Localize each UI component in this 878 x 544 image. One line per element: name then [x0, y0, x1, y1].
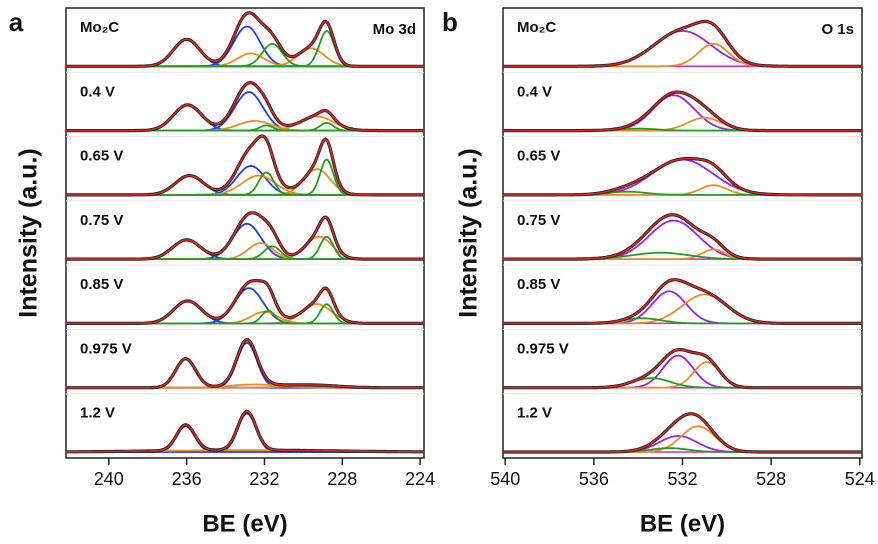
fit-envelope [503, 213, 862, 260]
spectrum-label: 0.975 V [517, 340, 569, 357]
x-tick-label: 228 [327, 469, 357, 489]
component-peak [66, 174, 424, 196]
raw-spectrum [503, 412, 862, 454]
fit-envelope [66, 279, 424, 325]
component-peak [66, 30, 424, 68]
component-peak [66, 357, 424, 389]
spectrum-label: 1.2 V [517, 405, 552, 422]
x-axis-label: BE (eV) [640, 510, 725, 537]
component-peak [503, 29, 862, 68]
component-peak [503, 361, 862, 389]
x-tick-label: 236 [172, 469, 202, 489]
spectrum-label: 0.4 V [80, 83, 115, 100]
component-peak [503, 116, 862, 132]
component-peak [66, 222, 424, 260]
panel-label: a [9, 7, 24, 37]
component-peak [66, 52, 424, 68]
spectrum-label: 0.975 V [80, 340, 132, 357]
fit-envelope [503, 348, 862, 389]
component-peak [66, 311, 424, 325]
component-peak [66, 25, 424, 68]
x-tick-label: 528 [756, 469, 786, 489]
component-peak [66, 174, 424, 196]
spectrum-label: 0.4 V [517, 83, 552, 100]
spectrum-label: 0.75 V [517, 212, 560, 229]
fit-envelope [66, 81, 424, 132]
spectrum-label: 1.2 V [80, 405, 115, 422]
fit-envelope [503, 20, 862, 68]
y-axis-label: Intensity (a.u.) [15, 148, 43, 317]
component-peak [503, 290, 862, 325]
region-label: O 1s [821, 21, 854, 38]
component-peak [66, 425, 424, 453]
component-peak [503, 42, 862, 68]
x-tick-label: 524 [845, 469, 875, 489]
plot-frame [502, 7, 863, 459]
fit-envelope [66, 338, 424, 389]
component-peak [66, 38, 424, 68]
spectrum-label: Mo₂C [80, 19, 119, 36]
fit-envelope [66, 11, 424, 68]
component-peak [66, 47, 424, 68]
raw-spectrum [66, 409, 424, 454]
fit-envelope [503, 91, 862, 132]
component-peak [66, 412, 424, 453]
component-peak [66, 239, 424, 260]
component-peak [66, 91, 424, 132]
component-peak [66, 309, 424, 325]
x-tick-label: 240 [94, 469, 124, 489]
component-peak [66, 235, 424, 260]
spectrum-label: 0.65 V [80, 148, 123, 165]
fit-envelope [66, 410, 424, 453]
x-tick-label: 540 [490, 469, 520, 489]
component-peak [66, 115, 424, 132]
spectrum-label: Mo₂C [517, 19, 556, 36]
spectrum-label: 0.75 V [80, 212, 123, 229]
fit-envelope [503, 412, 862, 453]
spectrum-label: 0.65 V [517, 148, 560, 165]
raw-spectrum [66, 11, 424, 68]
component-peak [66, 235, 424, 260]
x-tick-label: 232 [249, 469, 279, 489]
fit-envelope [503, 278, 862, 325]
fit-envelope [66, 135, 424, 196]
component-peak [66, 303, 424, 325]
plot-frame [65, 7, 425, 459]
spectrum-label: 0.85 V [80, 276, 123, 293]
component-peak [66, 303, 424, 325]
x-axis-label: BE (eV) [202, 510, 287, 537]
component-peak [66, 104, 424, 132]
fit-envelope [503, 157, 862, 196]
spectrum-label: 0.85 V [517, 276, 560, 293]
component-peak [66, 287, 424, 325]
x-tick-label: 536 [579, 469, 609, 489]
component-peak [66, 171, 424, 196]
fit-envelope [66, 211, 424, 260]
component-peak [66, 158, 424, 196]
region-label: Mo 3d [373, 21, 416, 38]
raw-spectrum [66, 134, 424, 197]
component-peak [66, 242, 424, 260]
x-tick-label: 224 [405, 469, 435, 489]
y-axis-label: Intensity (a.u.) [455, 148, 483, 317]
component-peak [503, 158, 862, 196]
panel-label: b [442, 7, 458, 37]
x-tick-label: 532 [667, 469, 697, 489]
